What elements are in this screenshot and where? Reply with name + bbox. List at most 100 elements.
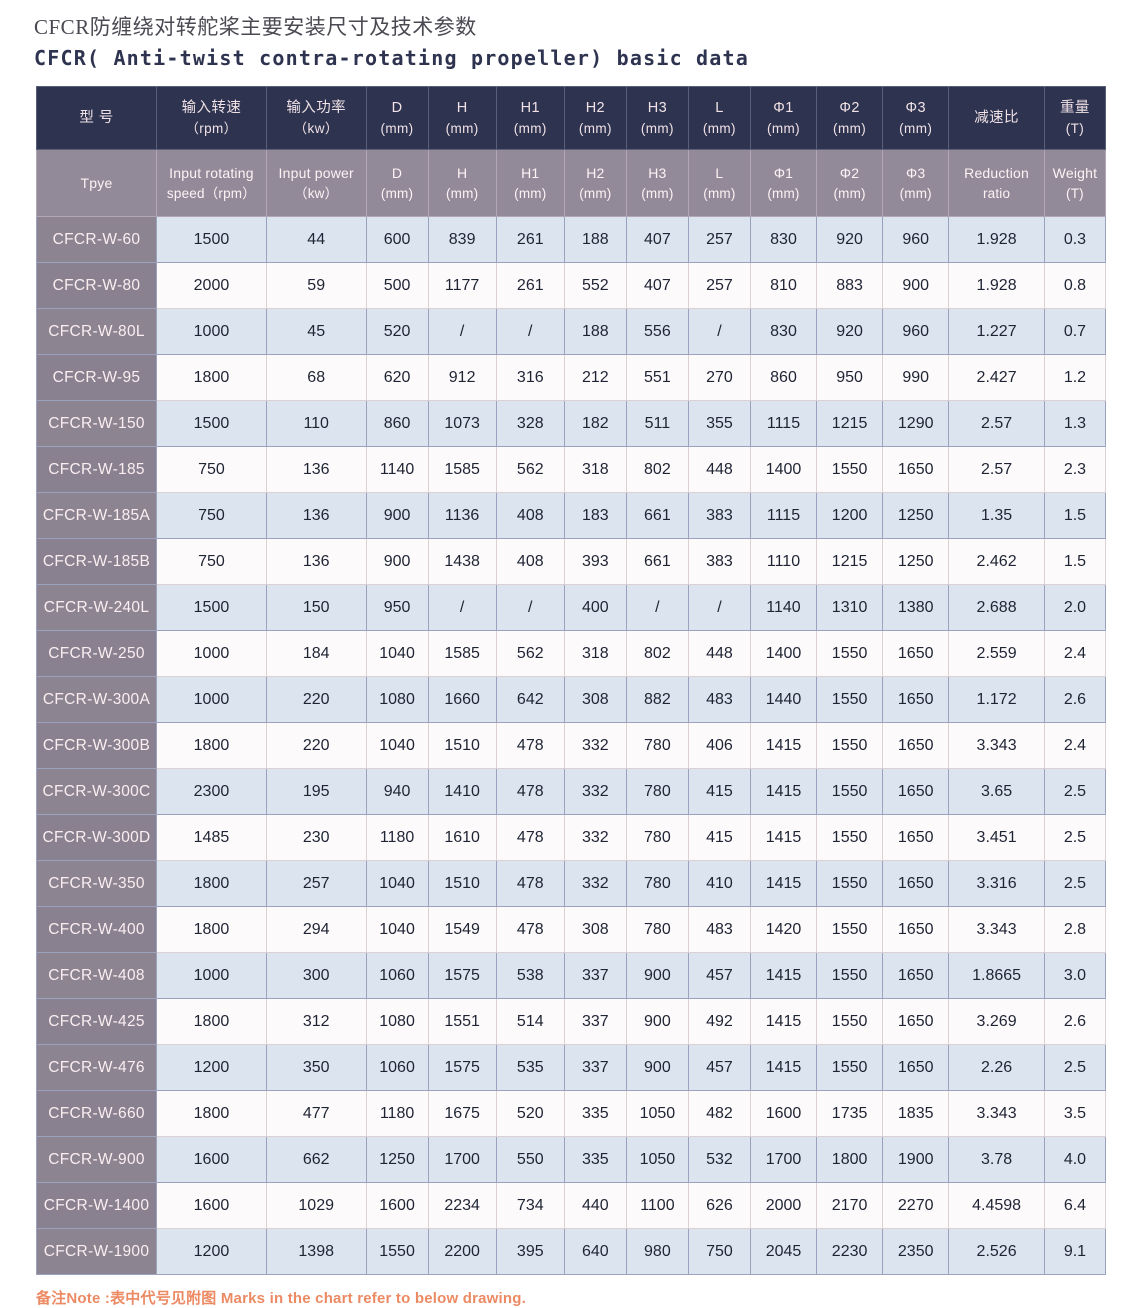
header-sub-text: (mm) [445, 120, 479, 136]
cell-value: 1000 [156, 630, 267, 678]
cell-value: 1550 [816, 768, 884, 816]
cell-value: 1650 [882, 952, 950, 1000]
cell-value: 9.1 [1043, 1228, 1107, 1276]
cell-value: 136 [265, 446, 367, 494]
cell-value: 1115 [749, 400, 818, 448]
cell-value: 3.316 [948, 860, 1045, 908]
header-sub-text: （kw） [293, 120, 339, 136]
cell-value: 3.451 [948, 814, 1045, 862]
cell-value: 900 [625, 1044, 689, 1092]
cell-value: 1.172 [948, 676, 1045, 724]
cell-value: 780 [625, 722, 689, 770]
table-row: CFCR-W-408 1000 300 1060 1575 538 337 900 457 141… [35, 952, 1107, 1000]
cell-value: 535 [495, 1044, 565, 1092]
table-row: CFCR-W-300D 1485 230 1180 1610 478 332 780 415 14… [35, 814, 1107, 862]
cell-model-name: CFCR-W-150 [35, 400, 158, 448]
cell-value: 3.269 [948, 998, 1045, 1046]
cell-value: 1000 [156, 676, 267, 724]
cell-value: 136 [265, 492, 367, 540]
cell-value: 1800 [156, 354, 267, 402]
cell-value: 257 [687, 262, 751, 310]
cell-value: 1600 [365, 1182, 429, 1230]
cell-value: 2200 [427, 1228, 497, 1276]
cell-value: 1200 [156, 1228, 267, 1276]
page-title-english: CFCR( Anti-twist contra-rotating propell… [34, 46, 750, 71]
cell-value: 1073 [427, 400, 497, 448]
cell-value: 1115 [749, 492, 818, 540]
cell-value: 662 [265, 1136, 367, 1184]
cell-model-name: CFCR-W-1900 [35, 1228, 158, 1276]
header-main-text: Weight [1052, 164, 1098, 181]
cell-model-name: CFCR-W-95 [35, 354, 158, 402]
column-header-en-4: H (mm) [427, 149, 497, 218]
header-sub-text: (mm) [578, 120, 612, 136]
cell-value: 2045 [749, 1228, 818, 1276]
table-row: CFCR-W-300C 2300 195 940 1410 478 332 780 415 141… [35, 768, 1107, 816]
cell-value: 337 [563, 998, 627, 1046]
cell-value: 478 [495, 814, 565, 862]
cell-value: 4.4598 [948, 1182, 1045, 1230]
cell-value: 410 [687, 860, 751, 908]
cell-value: 1650 [882, 768, 950, 816]
header-sub-text: (mm) [766, 120, 801, 136]
header-sub-text: (mm) [514, 185, 547, 201]
cell-value: 1438 [427, 538, 497, 586]
header-sub-text: ratio [982, 185, 1011, 201]
cell-value: 1550 [365, 1228, 429, 1276]
cell-value: 1650 [882, 998, 950, 1046]
table-row: CFCR-W-185 750 136 1140 1585 562 318 802 448 1400… [35, 446, 1107, 494]
table-row: CFCR-W-150 1500 110 860 1073 328 182 511 355 1115… [35, 400, 1107, 448]
header-main-text: H2 [585, 99, 606, 116]
cell-model-name: CFCR-W-425 [35, 998, 158, 1046]
cell-value: 1060 [365, 1044, 429, 1092]
cell-value: 2.4 [1043, 722, 1107, 770]
cell-value: 1610 [427, 814, 497, 862]
table-row: CFCR-W-300B 1800 220 1040 1510 478 332 780 406 14… [35, 722, 1107, 770]
cell-value: 1.928 [948, 216, 1045, 264]
cell-value: 1000 [156, 952, 267, 1000]
cell-value: 2.57 [948, 446, 1045, 494]
cell-value: / [687, 584, 751, 632]
cell-value: 1675 [427, 1090, 497, 1138]
cell-value: 802 [625, 630, 689, 678]
table-row: CFCR-W-185A 750 136 900 1136 408 183 661 383 1115… [35, 492, 1107, 540]
cell-value: 1110 [749, 538, 818, 586]
cell-value: 1415 [749, 952, 818, 1000]
cell-value: 1650 [882, 906, 950, 954]
table-row: CFCR-W-900 1600 662 1250 1700 550 335 1050 532 17… [35, 1136, 1107, 1184]
cell-value: 1415 [749, 998, 818, 1046]
cell-value: 3.343 [948, 722, 1045, 770]
header-sub-text: (T) [1066, 185, 1084, 201]
cell-value: 1140 [365, 446, 429, 494]
header-sub-text: (mm) [702, 120, 736, 136]
header-main-text: Φ1 [773, 99, 794, 116]
column-header-cn-7: H3 (mm) [625, 86, 689, 151]
header-sub-text: (mm) [579, 185, 612, 201]
table-body: CFCR-W-60 1500 44 600 839 261 188 407 257 830 920 9… [35, 216, 1107, 1276]
header-sub-text: （rpm） [185, 120, 238, 136]
cell-value: 1215 [816, 538, 884, 586]
cell-value: 328 [495, 400, 565, 448]
cell-value: 538 [495, 952, 565, 1000]
cell-value: 448 [687, 630, 751, 678]
cell-value: 383 [687, 538, 751, 586]
cell-value: 261 [495, 216, 565, 264]
cell-value: 3.343 [948, 1090, 1045, 1138]
cell-value: 457 [687, 952, 751, 1000]
cell-value: 2.5 [1043, 1044, 1107, 1092]
header-sub-text: (mm) [833, 120, 867, 136]
cell-value: 950 [816, 354, 884, 402]
cell-value: 1575 [427, 952, 497, 1000]
header-main-text: L [715, 99, 724, 116]
cell-value: 1.5 [1043, 538, 1107, 586]
header-main-text: 型 号 [79, 109, 114, 126]
cell-value: 920 [816, 308, 884, 356]
cell-value: 1800 [156, 860, 267, 908]
cell-model-name: CFCR-W-350 [35, 860, 158, 908]
header-sub-text: (mm) [899, 120, 933, 136]
header-main-text: H2 [586, 164, 605, 181]
header-sub-text: speed（rpm） [166, 185, 256, 201]
table-head: 型 号 输入转速 （rpm） 输入功率 （kw） D (mm) H (mm) H1 (mm) H2 (m… [35, 86, 1107, 218]
cell-model-name: CFCR-W-80 [35, 262, 158, 310]
